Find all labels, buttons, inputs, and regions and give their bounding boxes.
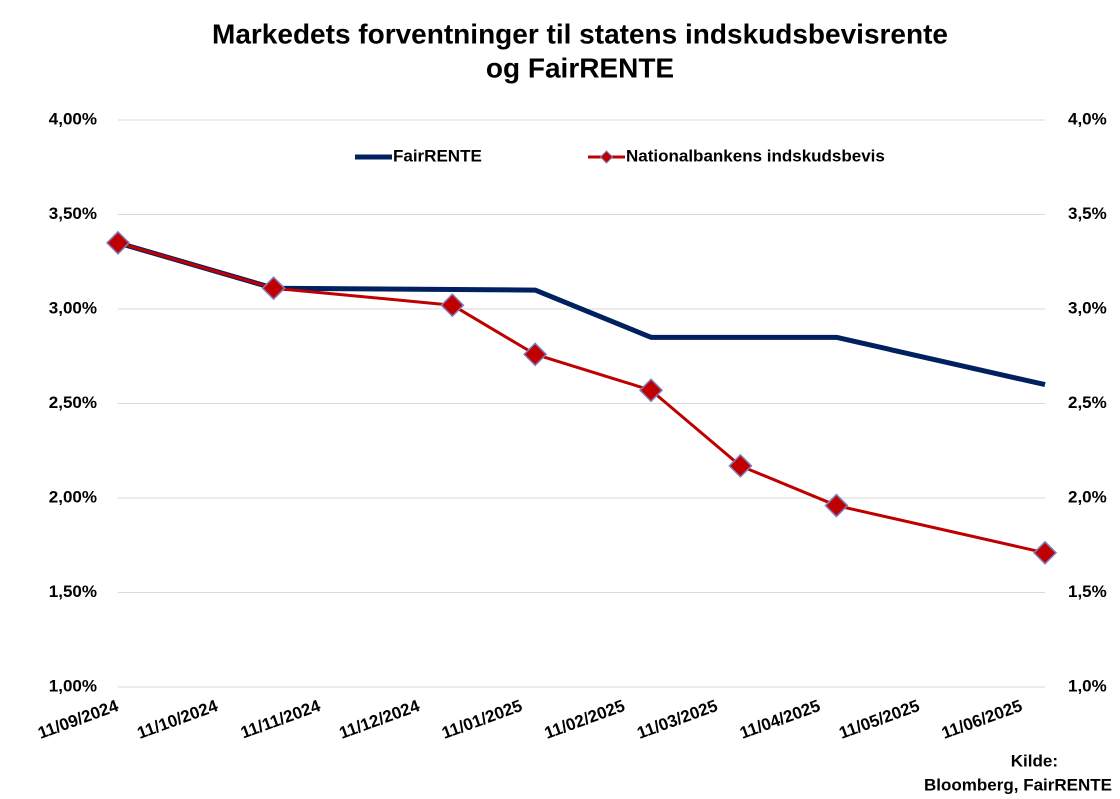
- y2-tick-label: 2,5%: [1068, 393, 1107, 412]
- y2-tick-label: 3,0%: [1068, 298, 1107, 317]
- series-line: [117, 241, 1046, 555]
- y2-tick-label: 3,5%: [1068, 204, 1107, 223]
- marker: [440, 293, 465, 318]
- marker: [728, 453, 753, 478]
- y2-tick-label: 1,5%: [1068, 582, 1107, 601]
- x-tick-label: 11/06/2025: [939, 696, 1025, 743]
- x-tick-label: 11/05/2025: [837, 696, 923, 743]
- series-line: [117, 240, 1046, 388]
- x-tick-label: 11/09/2024: [35, 696, 121, 743]
- marker: [105, 230, 131, 255]
- legend-marker: [599, 150, 614, 164]
- y-tick-label: 2,50%: [49, 393, 97, 412]
- y2-tick-label: 1,0%: [1068, 676, 1107, 695]
- y-tick-label: 2,00%: [49, 487, 97, 506]
- y-tick-label: 1,50%: [49, 582, 97, 601]
- x-tick-label: 11/04/2025: [737, 696, 823, 743]
- y-tick-label: 1,00%: [49, 676, 97, 695]
- marker: [1032, 540, 1058, 565]
- y-tick-label: 4,00%: [49, 109, 97, 128]
- x-tick-label: 11/03/2025: [635, 696, 721, 743]
- legend-label: FairRENTE: [393, 146, 482, 165]
- x-tick-label: 11/01/2025: [439, 696, 525, 743]
- x-tick-label: 11/10/2024: [135, 696, 221, 743]
- x-tick-label: 11/11/2024: [238, 696, 323, 742]
- y-tick-label: 3,00%: [49, 298, 97, 317]
- legend-label: Nationalbankens indskudsbevis: [626, 146, 885, 165]
- source: Kilde:: [1011, 751, 1058, 770]
- y-tick-label: 3,50%: [49, 204, 97, 223]
- chart-title: og FairRENTE: [486, 52, 674, 83]
- marker: [824, 493, 849, 518]
- marker: [638, 378, 664, 403]
- x-tick-label: 11/12/2024: [337, 696, 423, 743]
- marker: [523, 342, 548, 367]
- y2-tick-label: 4,0%: [1068, 109, 1107, 128]
- chart-title: Markedets forventninger til statens inds…: [212, 18, 948, 49]
- y2-tick-label: 2,0%: [1068, 487, 1107, 506]
- marker: [261, 276, 286, 301]
- source: Bloomberg, FairRENTE: [924, 775, 1112, 794]
- x-tick-label: 11/02/2025: [542, 696, 628, 743]
